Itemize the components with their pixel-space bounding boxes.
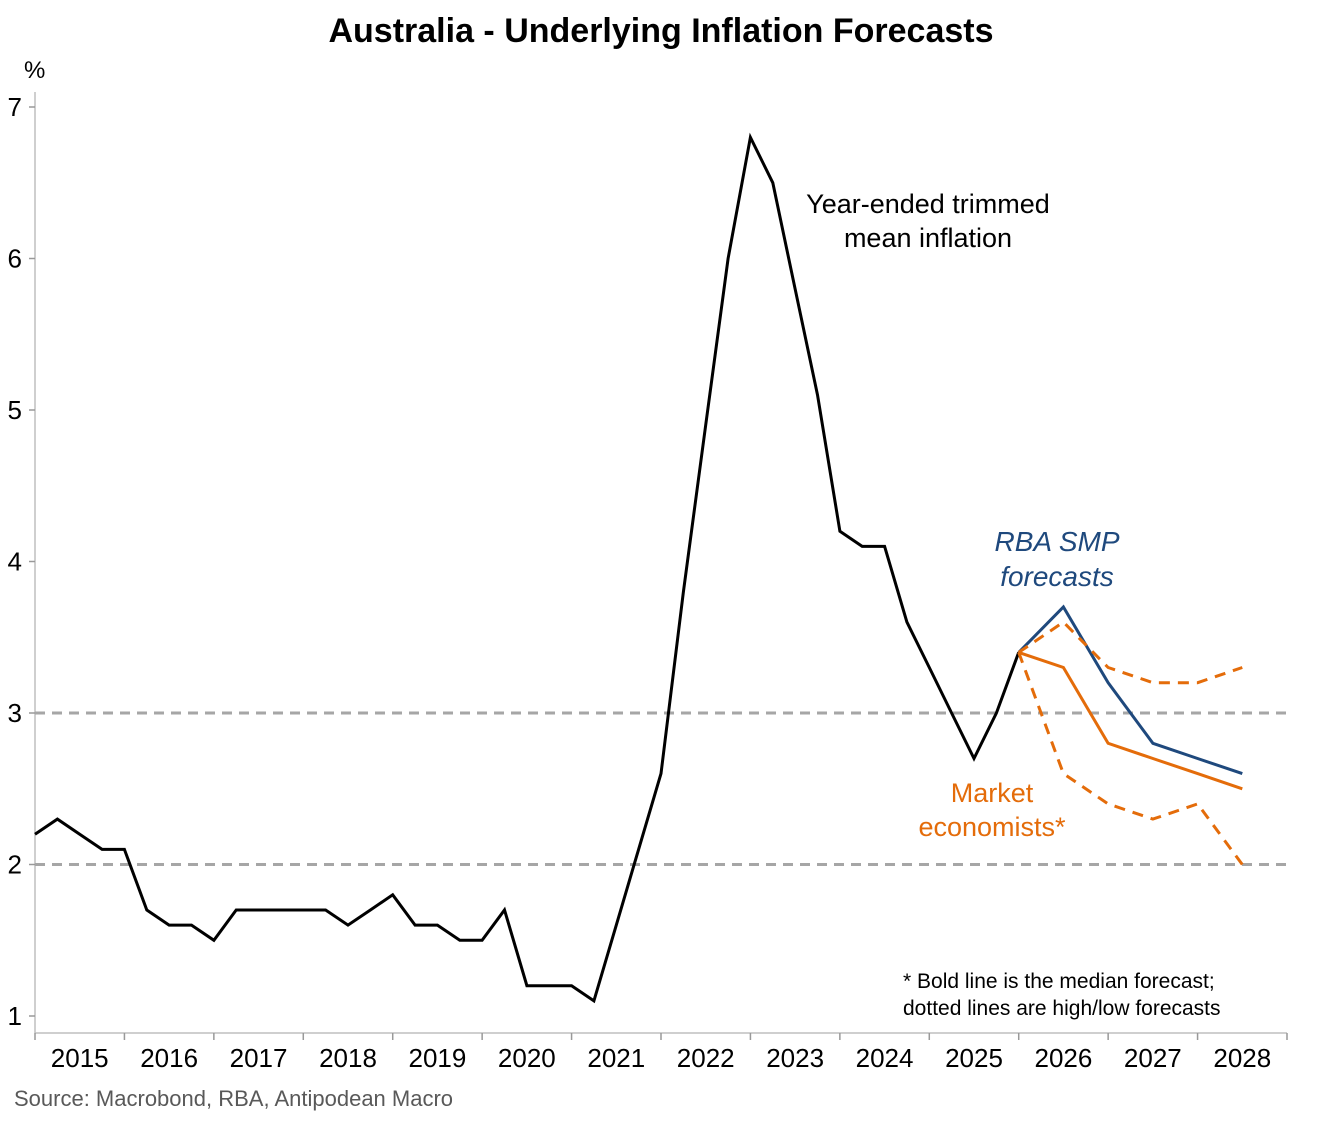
x-tick-label: 2026 bbox=[1035, 1043, 1093, 1073]
y-tick-label: 6 bbox=[8, 244, 22, 274]
annotation-rba-line2: forecasts bbox=[1000, 561, 1114, 592]
x-tick-label: 2021 bbox=[587, 1043, 645, 1073]
annotation-rba-line1: RBA SMP bbox=[995, 526, 1120, 557]
x-tick-label: 2016 bbox=[140, 1043, 198, 1073]
y-tick-label: 3 bbox=[8, 698, 22, 728]
y-tick-label: 1 bbox=[8, 1001, 22, 1031]
series-line-rba-smp-forecasts bbox=[1017, 604, 1243, 776]
y-axis-unit-label: % bbox=[24, 57, 45, 84]
y-tick-label: 4 bbox=[8, 547, 22, 577]
series-line-market-economists-low bbox=[1017, 651, 1244, 866]
footnote-line2: dotted lines are high/low forecasts bbox=[903, 997, 1221, 1020]
x-tick-label: 2024 bbox=[856, 1043, 914, 1073]
annotation-market-line2: economists* bbox=[918, 812, 1066, 842]
series-line-market-economists-high bbox=[1017, 620, 1243, 685]
source-note: Source: Macrobond, RBA, Antipodean Macro bbox=[14, 1086, 453, 1111]
x-tick-label: 2019 bbox=[409, 1043, 467, 1073]
x-tick-label: 2022 bbox=[677, 1043, 735, 1073]
y-tick-label: 2 bbox=[8, 850, 22, 880]
chart-title: Australia - Underlying Inflation Forecas… bbox=[328, 12, 993, 50]
y-tick-label: 7 bbox=[8, 92, 22, 122]
x-tick-label: 2023 bbox=[766, 1043, 824, 1073]
series-line-market-economists-median bbox=[1018, 650, 1243, 791]
x-tick-label: 2018 bbox=[319, 1043, 377, 1073]
footnote-line1: * Bold line is the median forecast; bbox=[903, 970, 1215, 993]
x-tick-label: 2015 bbox=[51, 1043, 109, 1073]
x-tick-label: 2020 bbox=[498, 1043, 556, 1073]
y-tick-label: 5 bbox=[8, 395, 22, 425]
annotation-market-line1: Market bbox=[951, 778, 1034, 808]
x-tick-label: 2017 bbox=[230, 1043, 288, 1073]
x-tick-label: 2027 bbox=[1124, 1043, 1182, 1073]
x-tick-label: 2025 bbox=[945, 1043, 1003, 1073]
x-tick-label: 2028 bbox=[1213, 1043, 1271, 1073]
annotation-trimmed-mean-line2: mean inflation bbox=[844, 223, 1012, 253]
annotation-trimmed-mean-line1: Year-ended trimmed bbox=[806, 189, 1050, 219]
series-line-year-ended-trimmed-mean-inflation bbox=[34, 132, 1021, 1004]
